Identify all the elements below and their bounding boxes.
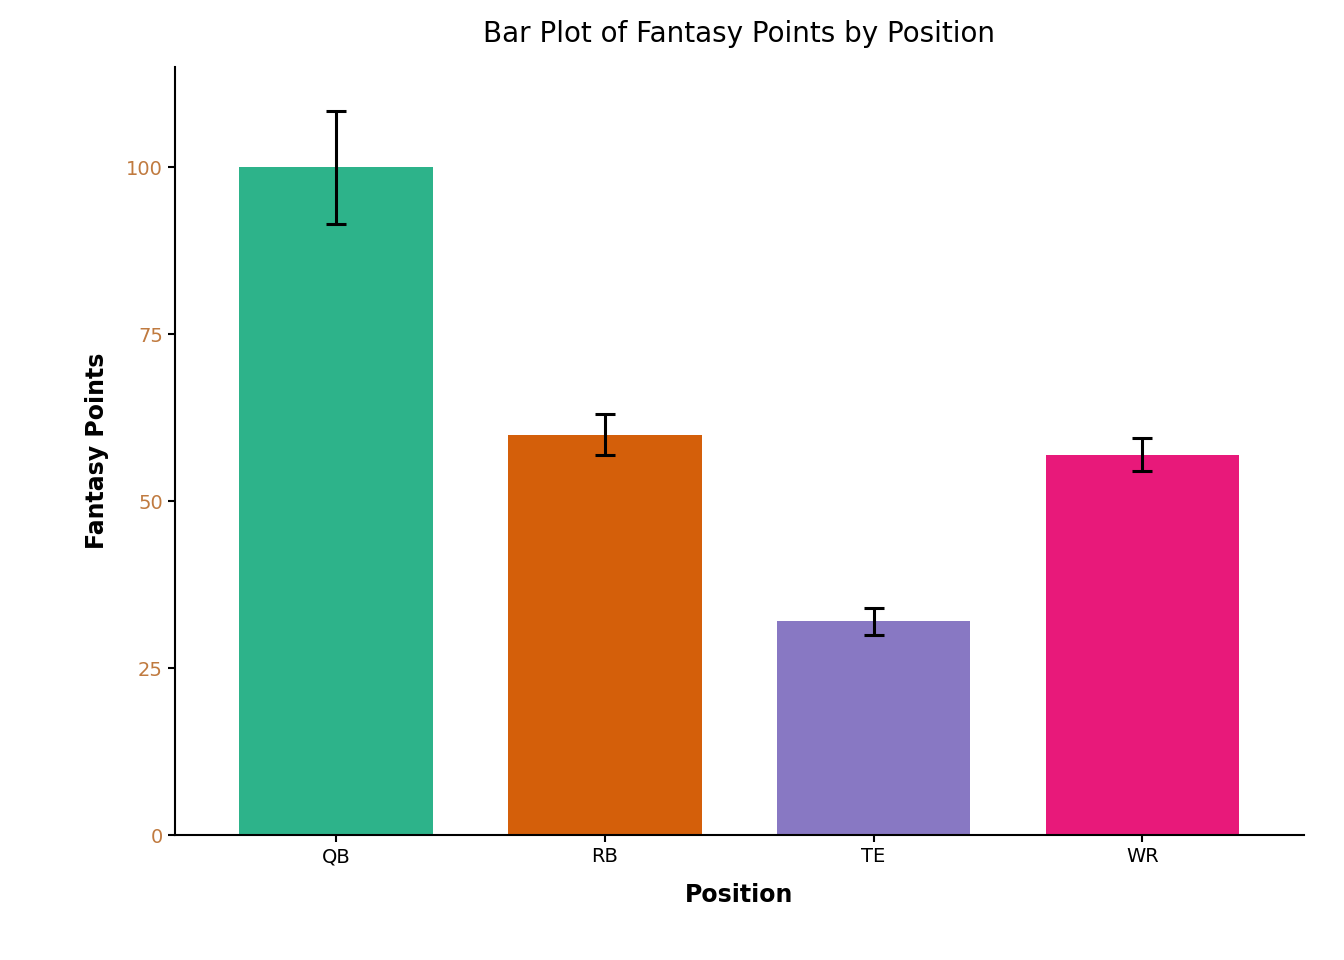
Bar — [508, 435, 702, 835]
Bar — [777, 621, 970, 835]
Bar — [239, 167, 433, 835]
Y-axis label: Fantasy Points: Fantasy Points — [86, 353, 109, 549]
X-axis label: Position: Position — [685, 882, 793, 906]
Title: Bar Plot of Fantasy Points by Position: Bar Plot of Fantasy Points by Position — [484, 20, 995, 48]
Bar — [1046, 454, 1239, 835]
